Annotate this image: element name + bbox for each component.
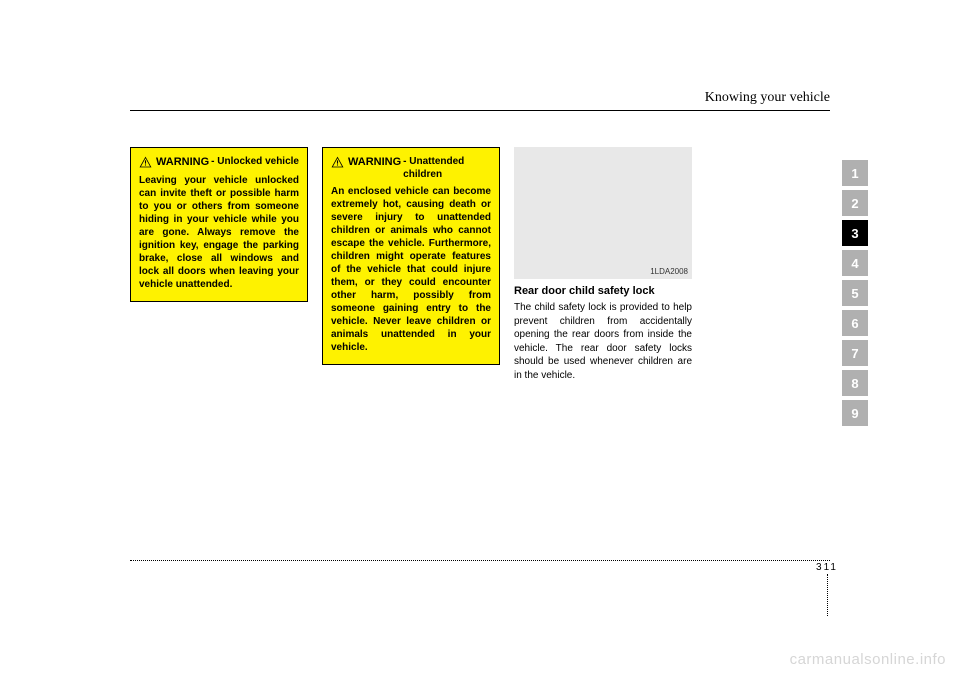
footer-tick [827, 574, 828, 616]
page-in-chapter: 11 [824, 562, 838, 573]
warning-label: WARNING [348, 156, 401, 170]
warning-triangle-icon [139, 156, 152, 168]
warning-heading: WARNING - Unattended children [331, 156, 491, 181]
footer-rule [130, 560, 830, 561]
chapter-tab-1[interactable]: 1 [842, 160, 868, 186]
warning-triangle-icon [331, 156, 344, 168]
warning-box-unlocked: WARNING - Unlocked vehicle Leaving your … [130, 147, 308, 302]
chapter-tabs: 1 2 3 4 5 6 7 8 9 [842, 160, 868, 426]
page-footer: 311 [130, 560, 850, 561]
chapter-tab-7[interactable]: 7 [842, 340, 868, 366]
column-2: WARNING - Unattended children An enclose… [322, 147, 500, 382]
chapter-tab-6[interactable]: 6 [842, 310, 868, 336]
figure-placeholder: 1LDA2008 [514, 147, 692, 279]
chapter-tab-5[interactable]: 5 [842, 280, 868, 306]
warning-heading: WARNING - Unlocked vehicle [139, 156, 299, 170]
warning-subtitle: - Unlocked vehicle [211, 156, 299, 169]
chapter-tab-3[interactable]: 3 [842, 220, 868, 246]
chapter-number: 3 [816, 562, 824, 573]
figure-code: 1LDA2008 [650, 267, 688, 276]
warning-body: Leaving your vehicle unlocked can invite… [139, 174, 299, 291]
warning-subtitle: - Unattended children [403, 156, 491, 181]
column-1: WARNING - Unlocked vehicle Leaving your … [130, 147, 308, 382]
header-rule [130, 110, 830, 111]
chapter-tab-2[interactable]: 2 [842, 190, 868, 216]
article-heading: Rear door child safety lock [514, 285, 692, 297]
chapter-tab-9[interactable]: 9 [842, 400, 868, 426]
column-3: 1LDA2008 Rear door child safety lock The… [514, 147, 692, 382]
chapter-tab-4[interactable]: 4 [842, 250, 868, 276]
page-number: 311 [816, 562, 838, 573]
watermark: carmanualsonline.info [790, 651, 946, 668]
chapter-tab-8[interactable]: 8 [842, 370, 868, 396]
section-title: Knowing your vehicle [130, 90, 830, 110]
warning-body: An enclosed vehicle can become extremely… [331, 185, 491, 354]
page-content: Knowing your vehicle WARNING - Unlocked … [130, 90, 830, 382]
article-body: The child safety lock is provided to hel… [514, 301, 692, 382]
content-columns: WARNING - Unlocked vehicle Leaving your … [130, 147, 830, 382]
warning-label: WARNING [156, 156, 209, 170]
warning-box-unattended: WARNING - Unattended children An enclose… [322, 147, 500, 365]
